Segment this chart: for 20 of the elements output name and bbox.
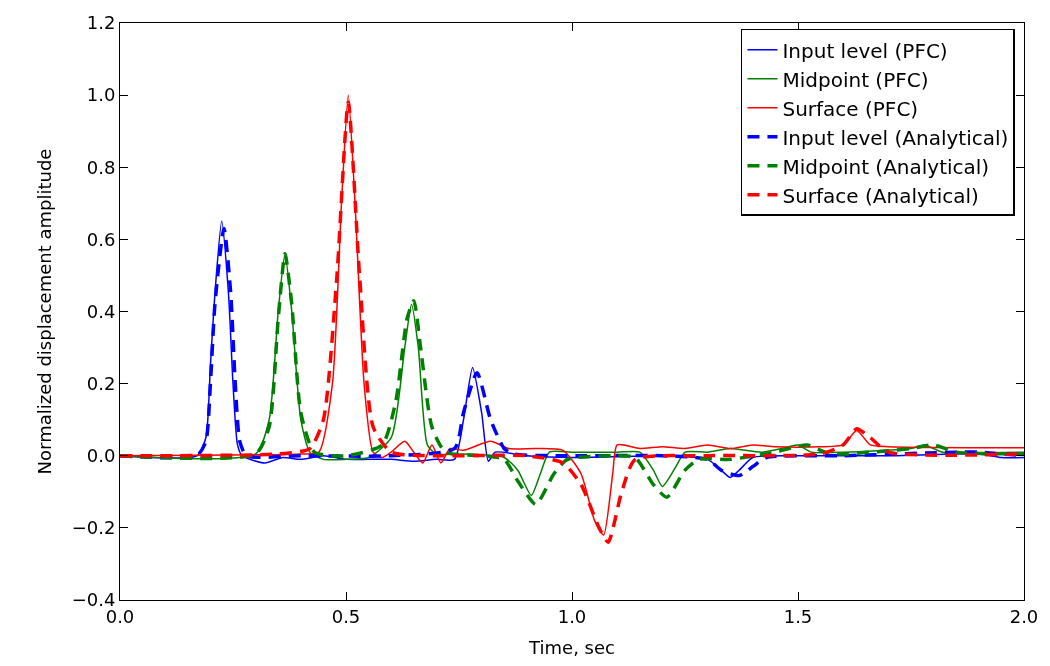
y-tick-label: 0.2 [86,372,116,394]
x-axis-title: Time, sec [528,636,615,658]
x-tick-label: 1.5 [783,605,813,627]
y-tick-label: 0.6 [86,228,116,250]
y-tick-label: 1.2 [86,12,116,34]
legend-label: Input level (Analytical) [782,125,1009,150]
y-tick-label: 1.0 [86,84,116,106]
x-tick-label: 2.0 [1009,605,1039,627]
y-tick-label: 0.0 [86,445,116,467]
y-tick-label: −0.2 [71,517,116,539]
y-tick-label: 0.8 [86,156,116,178]
legend-label: Surface (Analytical) [782,183,979,208]
x-tick-label: 0.5 [331,605,361,627]
legend-label: Input level (PFC) [782,38,948,63]
legend-label: Midpoint (Analytical) [782,154,990,179]
x-tick-label: 1.0 [557,605,587,627]
legend-label: Surface (PFC) [782,96,919,121]
y-tick-label: 0.4 [86,300,116,322]
y-axis-title: Normalized displacement amplitude [33,148,55,475]
legend-label: Midpoint (PFC) [782,67,929,92]
